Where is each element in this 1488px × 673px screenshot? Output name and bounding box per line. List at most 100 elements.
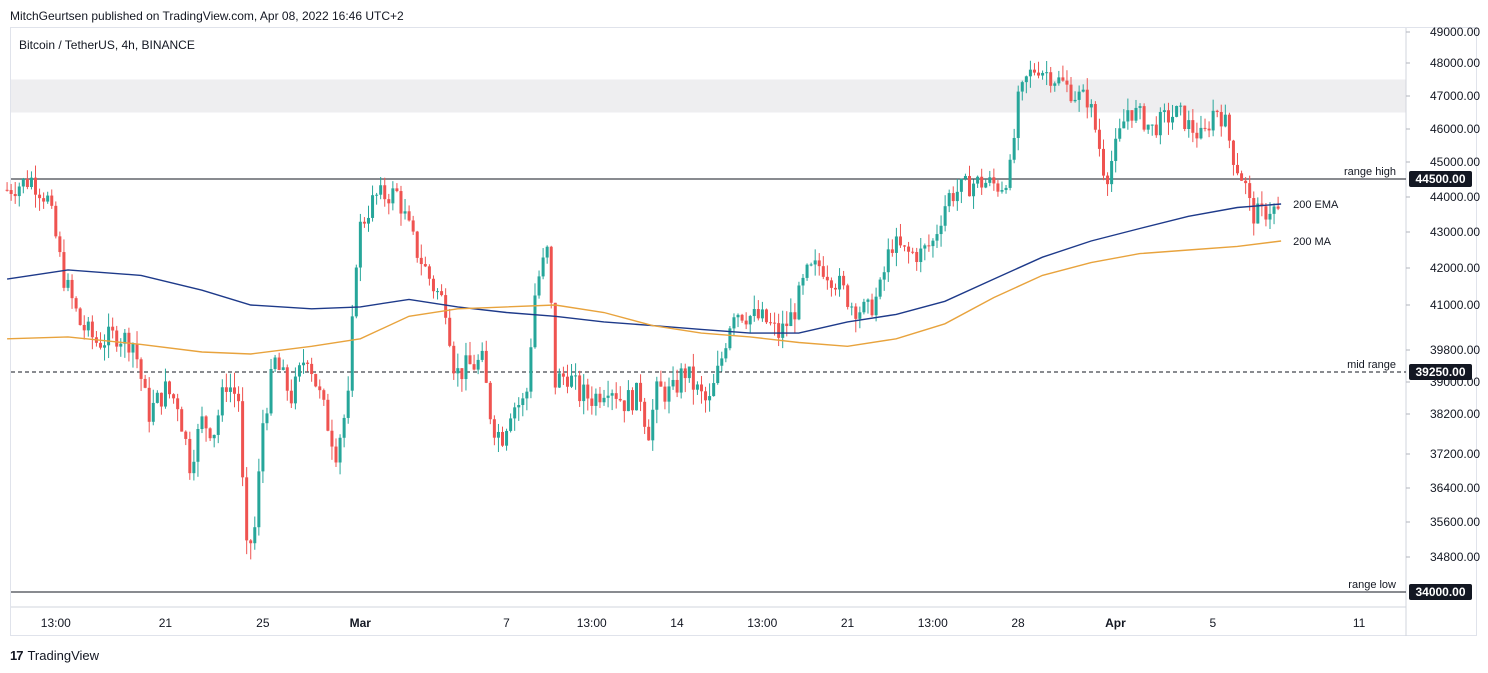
candle-up [513, 407, 517, 419]
candle-down [590, 398, 594, 406]
time-tick-label: 14 [670, 616, 684, 630]
candle-up [86, 321, 90, 331]
candle-down [1065, 80, 1069, 85]
candle-up [712, 383, 716, 397]
candle-down [1236, 164, 1240, 174]
candle-up [789, 312, 793, 327]
candle-down [330, 430, 334, 447]
chart-frame [10, 27, 1477, 636]
candle-up [651, 409, 655, 441]
candle-up [29, 177, 33, 187]
candle-up [537, 276, 541, 296]
candle-down [992, 177, 996, 184]
candle-up [602, 397, 606, 403]
candle-down [1219, 111, 1223, 127]
candle-up [582, 384, 586, 402]
candle-down [1061, 77, 1065, 81]
candle-down [1130, 110, 1134, 121]
candle-down [1248, 183, 1252, 199]
candle-down [237, 393, 241, 402]
candle-down [618, 398, 622, 401]
candle-up [1179, 105, 1183, 107]
candle-down [431, 278, 435, 292]
candle-down [821, 266, 825, 277]
candle-up [724, 348, 728, 359]
candle-down [1037, 72, 1041, 76]
candle-down [586, 384, 590, 399]
candle-up [1004, 187, 1008, 191]
time-tick-label: 13:00 [918, 616, 948, 630]
candle-down [224, 387, 228, 392]
candle-up [972, 183, 976, 197]
candle-up [192, 461, 196, 474]
candle-up [984, 182, 988, 188]
candle-up [403, 211, 407, 214]
candle-down [488, 382, 492, 420]
candle-up [882, 272, 886, 280]
candle-up [496, 431, 500, 438]
candle-up [1126, 110, 1130, 122]
candle-down [314, 374, 318, 387]
candle-down [793, 312, 797, 320]
candle-down [756, 309, 760, 319]
price-tick-label: 38200.00 [1430, 407, 1480, 421]
candle-up [1199, 127, 1203, 139]
candle-up [1268, 213, 1272, 220]
candle-up [1122, 121, 1126, 129]
candle-down [578, 375, 582, 402]
candle-up [456, 368, 460, 374]
candle-down [683, 368, 687, 379]
candle-down [833, 287, 837, 290]
candle-up [862, 301, 866, 313]
candle-down [870, 299, 874, 316]
candle-down [70, 279, 74, 299]
candle-down [492, 419, 496, 438]
candle-up [955, 191, 959, 202]
candle-up [107, 326, 111, 346]
candle-up [679, 368, 683, 393]
brand-name: TradingView [27, 648, 100, 663]
candle-up [293, 376, 297, 404]
candle-up [346, 390, 350, 418]
candle-up [1118, 128, 1122, 139]
candle-up [655, 381, 659, 410]
candle-up [1256, 203, 1260, 224]
candle-down [440, 291, 444, 296]
candle-up [525, 391, 529, 399]
candle-down [395, 188, 399, 192]
candle-up [375, 194, 379, 196]
candle-up [1045, 72, 1049, 74]
time-tick-label: 13:00 [41, 616, 71, 630]
price-tick-label: 45000.00 [1430, 155, 1480, 169]
candle-down [829, 280, 833, 288]
candle-up [1077, 91, 1081, 100]
candle-down [663, 386, 667, 402]
candle-up [813, 260, 817, 265]
candle-up [216, 415, 220, 435]
candle-up [521, 398, 525, 406]
candle-down [188, 438, 192, 474]
candle-up [350, 316, 354, 391]
candle-down [614, 393, 618, 399]
candle-down [326, 399, 330, 431]
candle-up [988, 177, 992, 183]
candle-down [407, 211, 411, 221]
candle-up [1187, 120, 1191, 130]
candle-down [777, 323, 781, 338]
candle-down [553, 302, 557, 388]
candle-up [228, 387, 232, 392]
candle-down [180, 409, 184, 432]
candle-up [155, 392, 159, 403]
candle-up [732, 317, 736, 329]
price-tick-label: 48000.00 [1430, 56, 1480, 70]
candle-up [687, 366, 691, 379]
candle-down [82, 324, 86, 331]
candle-down [423, 264, 427, 267]
candle-up [273, 357, 277, 369]
candle-down [1215, 110, 1219, 112]
candle-up [253, 527, 257, 544]
candle-up [21, 178, 25, 187]
tradingview-brand[interactable]: 17 TradingView [10, 648, 99, 663]
candle-up [939, 225, 943, 235]
